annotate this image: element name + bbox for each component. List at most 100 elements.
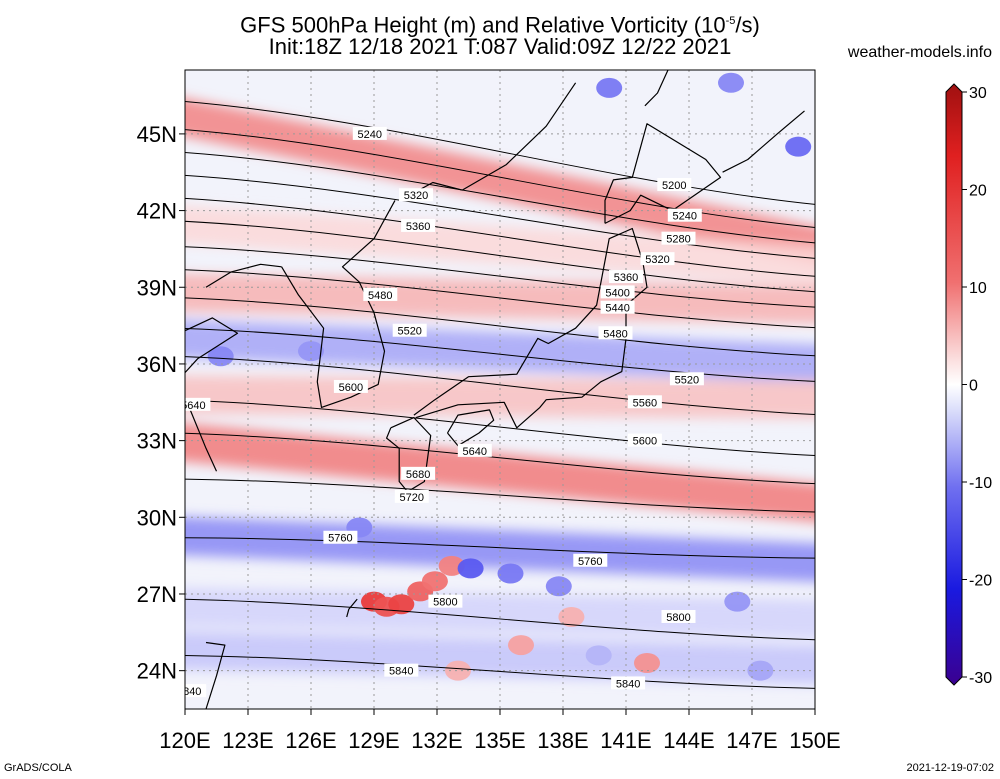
vorticity-cell-16	[718, 72, 744, 93]
coastline-korean-peninsula	[281, 200, 396, 408]
contour-5480	[185, 269, 815, 329]
contour-label-box	[323, 530, 358, 544]
contour-label-5760: 5760	[328, 533, 352, 545]
lon-tick-label: 144E	[663, 728, 714, 753]
coastline-taiwan	[205, 641, 226, 709]
colorbar-tick-label: -20	[969, 573, 992, 590]
contour-label-5560: 5560	[633, 397, 657, 409]
contour-label-5320: 5320	[404, 190, 428, 202]
lon-tick-label: 126E	[285, 728, 336, 753]
contour-label-box	[609, 270, 643, 284]
lon-tick-label: 135E	[474, 728, 525, 753]
contour-label-box	[667, 208, 702, 222]
longitude-axis: 120E 123E 126E 129E 132E 135E 138E 141E 144E 147E…	[159, 709, 841, 753]
lon-tick-label: 150E	[789, 728, 840, 753]
vorticity-cell-11	[634, 652, 660, 673]
contour-label-5480: 5480	[603, 328, 627, 340]
contour-5720	[185, 478, 815, 513]
contour-label-5240: 5240	[673, 211, 697, 223]
contour-5400	[185, 220, 815, 293]
contour-5200	[185, 101, 815, 205]
contour-label-5800: 5800	[433, 597, 457, 609]
contour-label-5520: 5520	[397, 326, 421, 338]
vorticity-cell-2	[388, 594, 415, 615]
vorticity-cell-19	[207, 346, 234, 367]
vorticity-cell-14	[747, 660, 774, 681]
lat-tick-label: 42N	[137, 199, 177, 224]
grid-lines	[185, 70, 815, 709]
contour-label-5520: 5520	[675, 374, 699, 386]
contour-label-box	[384, 663, 419, 677]
site-watermark: weather-models.info	[847, 44, 992, 61]
chart-title-line-2: Init:18Z 12/18 2021 T:087 Valid:09Z 12/2…	[268, 34, 732, 59]
contour-label-box	[627, 433, 662, 447]
contour-label-box	[457, 443, 492, 457]
contour-label-box	[392, 323, 427, 337]
vorticity-cell-8	[545, 576, 572, 597]
contour-label-5840: 5840	[616, 678, 640, 690]
contour-label-box	[661, 231, 696, 245]
contour-label-box	[669, 372, 704, 386]
coastline-china-coast	[185, 317, 239, 472]
coastline-hokkaido	[604, 123, 722, 224]
contour-5560	[185, 328, 815, 382]
lat-tick-label: 30N	[137, 505, 177, 530]
contour-5440	[185, 246, 815, 308]
vorticity-band-3	[185, 319, 815, 383]
lat-tick-label: 36N	[137, 352, 177, 377]
contour-label-5800: 5800	[666, 612, 690, 624]
contour-label-box	[185, 397, 211, 411]
contour-label-5200: 5200	[662, 180, 686, 192]
colorbar-tick-label: 30	[969, 85, 987, 102]
coastline-liaodong	[205, 263, 282, 288]
contour-label-5440: 5440	[605, 303, 629, 315]
vorticity-cell-6	[457, 558, 484, 579]
contour-5800	[185, 598, 815, 641]
contour-label-box	[428, 594, 463, 608]
contour-label-5760: 5760	[578, 556, 602, 568]
contour-label-box	[185, 684, 207, 698]
height-contours	[185, 101, 815, 689]
contour-5280	[185, 152, 815, 244]
footer-software-label: GrADS/COLA	[4, 762, 72, 774]
contour-5760	[185, 537, 815, 559]
contour-label-5600: 5600	[339, 382, 363, 394]
contour-labels: 5240 5320 5360 5200 5240 5280 5320 5360 5400 5440…	[185, 126, 704, 698]
contour-label-5280: 5280	[666, 234, 690, 246]
lat-tick-label: 27N	[137, 582, 177, 607]
lon-tick-label: 132E	[411, 728, 462, 753]
lat-tick-label: 45N	[137, 122, 177, 147]
vorticity-band-7	[185, 587, 815, 639]
colorbar-tick-label: 20	[969, 183, 987, 200]
coastline-sakhalin	[644, 70, 669, 107]
contour-label-5240: 5240	[358, 129, 382, 141]
vorticity-cell-13	[724, 591, 751, 612]
contour-label-box	[399, 188, 433, 202]
colorbar-tick-label: 0	[969, 378, 978, 395]
contour-label-box	[598, 326, 633, 340]
coastline-ryukyu	[346, 598, 358, 618]
colorbar-tick-label: -10	[969, 475, 992, 492]
contour-5520	[185, 297, 815, 357]
contour-label-box	[573, 553, 608, 567]
lon-tick-label: 138E	[537, 728, 588, 753]
contour-label-box	[640, 252, 675, 266]
lon-tick-label: 141E	[600, 728, 651, 753]
contour-5360	[185, 197, 815, 277]
vorticity-cell-17	[785, 136, 812, 157]
contour-5640	[185, 399, 815, 456]
contour-label-5720: 5720	[400, 492, 424, 504]
chart-title-line-1: GFS 500hPa Height (m) and Relative Vorti…	[240, 12, 760, 38]
colorbar-gradient	[945, 83, 963, 686]
contour-label-5360: 5360	[406, 221, 430, 233]
colorbar-tick-label: -30	[969, 670, 992, 687]
latitude-axis: 24N 27N 30N 33N 36N 39N 42N 45N	[137, 122, 185, 684]
vorticity-cell-4	[421, 571, 448, 592]
lon-tick-label: 147E	[726, 728, 777, 753]
vorticity-cell-18	[298, 341, 324, 362]
vorticity-cell-21	[445, 660, 471, 681]
contour-label-box	[401, 466, 436, 480]
contour-label-box	[600, 300, 635, 314]
contour-5840	[185, 654, 815, 689]
